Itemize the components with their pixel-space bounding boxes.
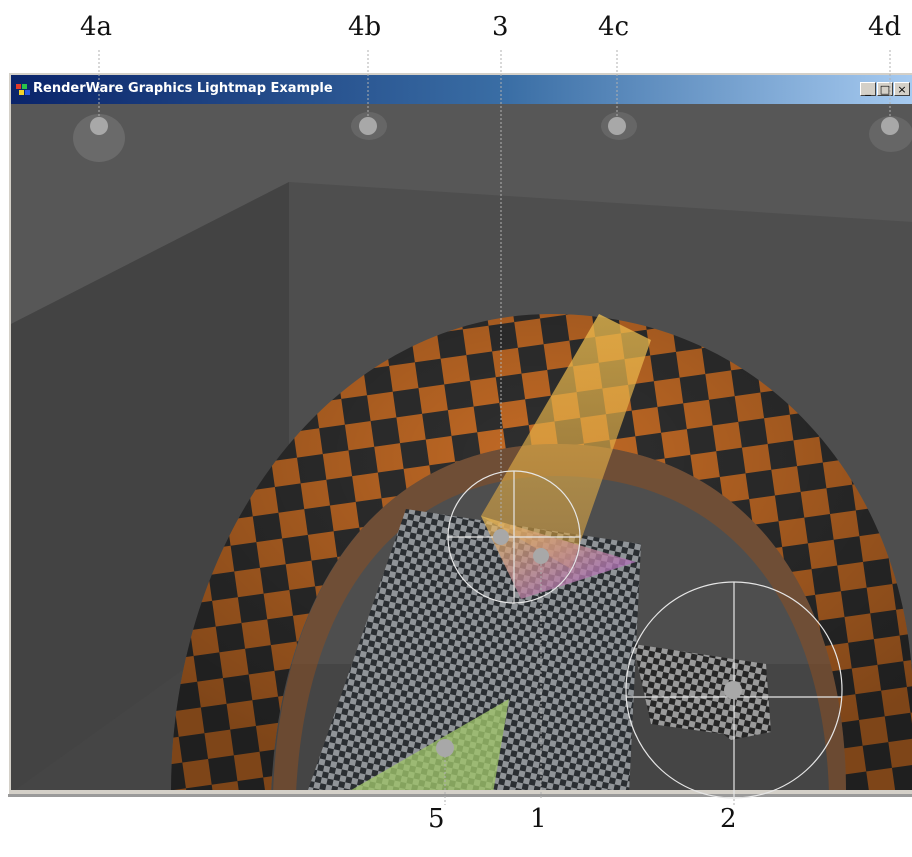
close-button[interactable]: ×	[894, 82, 910, 96]
title-bar[interactable]: RenderWare Graphics Lightmap Example _ □…	[11, 75, 912, 104]
scene-render	[11, 104, 912, 790]
maximize-icon: □	[879, 83, 891, 96]
callout-label-3: 3	[492, 12, 509, 42]
ceiling	[11, 104, 912, 324]
window-bottom-edge	[8, 794, 912, 797]
area-light-panel	[351, 699, 509, 790]
close-icon: ×	[897, 83, 907, 96]
callout-label-4a: 4a	[80, 12, 113, 42]
app-icon	[16, 84, 30, 95]
minimize-button[interactable]: _	[860, 82, 876, 96]
minimize-icon: _	[865, 83, 871, 96]
callout-label-4c: 4c	[598, 12, 630, 42]
maximize-button[interactable]: □	[877, 82, 893, 96]
window-title: RenderWare Graphics Lightmap Example	[33, 81, 333, 96]
render-viewport[interactable]	[11, 104, 912, 790]
app-window: RenderWare Graphics Lightmap Example _ □…	[8, 72, 912, 796]
callout-label-1: 1	[530, 804, 547, 834]
callout-label-4d: 4d	[868, 12, 902, 42]
callout-label-2: 2	[720, 804, 737, 834]
callout-label-5: 5	[428, 804, 445, 834]
callout-label-4b: 4b	[348, 12, 382, 42]
